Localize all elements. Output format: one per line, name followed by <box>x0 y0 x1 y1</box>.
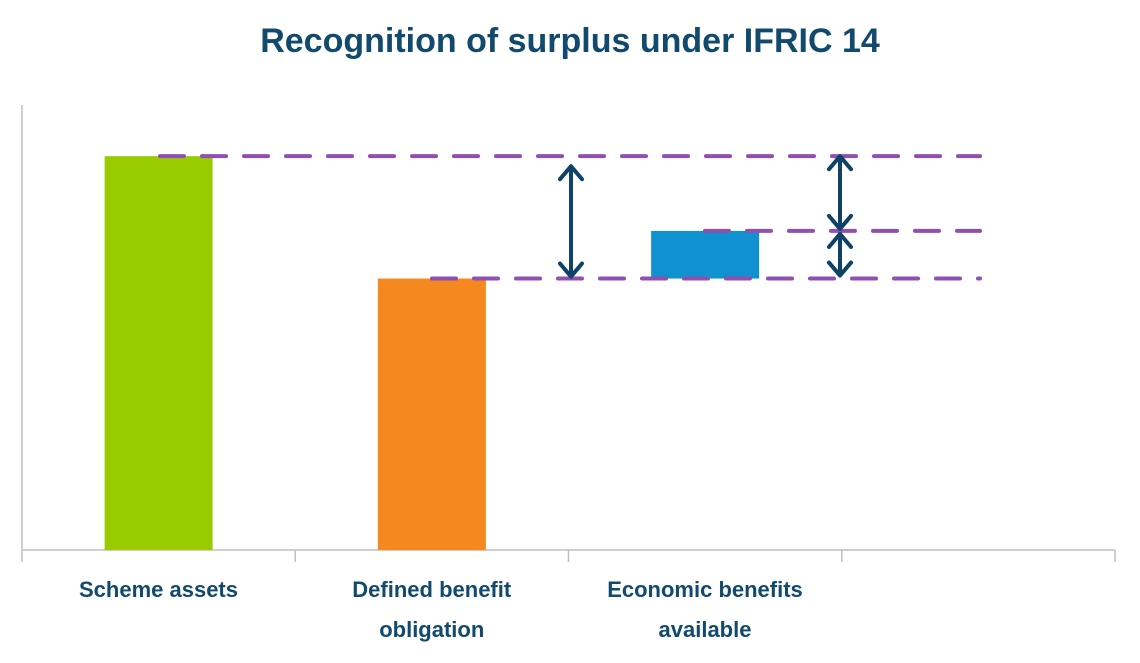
economic-benefit-arrow-head <box>827 260 853 278</box>
x-tick-label-line: available <box>658 617 752 642</box>
bar-economic-benefits-available <box>651 230 760 279</box>
restriction-arrow-head <box>827 213 853 231</box>
x-tick-label-line: Economic benefits <box>607 577 803 602</box>
x-tick-label-line: Scheme assets <box>79 577 238 602</box>
x-tick-label-line: Defined benefit <box>352 577 512 602</box>
surplus-arrow-head <box>558 164 584 182</box>
restriction-arrow-head <box>827 154 853 172</box>
x-tick-label: Economic benefits available <box>569 570 842 650</box>
bar-scheme-assets <box>104 156 213 551</box>
x-tick-label-line: obligation <box>379 617 485 642</box>
bar-defined-benefit-obligation <box>377 278 486 550</box>
economic-benefit-arrow-head <box>827 231 853 249</box>
x-tick-label: Defined benefit obligation <box>295 570 568 650</box>
surplus-arrow-head <box>558 261 584 279</box>
chart-title: Recognition of surplus under IFRIC 14 <box>260 22 880 60</box>
x-tick-label: Scheme assets <box>22 570 295 610</box>
